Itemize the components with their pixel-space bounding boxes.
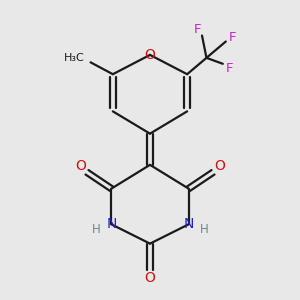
Text: O: O (214, 159, 225, 173)
Text: N: N (106, 217, 116, 231)
Text: O: O (75, 159, 86, 173)
Text: O: O (145, 48, 155, 62)
Text: F: F (226, 62, 233, 75)
Text: H: H (200, 223, 208, 236)
Text: H₃C: H₃C (64, 53, 85, 63)
Text: O: O (145, 271, 155, 285)
Text: F: F (194, 23, 201, 36)
Text: N: N (184, 217, 194, 231)
Text: F: F (229, 32, 236, 44)
Text: H: H (92, 223, 100, 236)
